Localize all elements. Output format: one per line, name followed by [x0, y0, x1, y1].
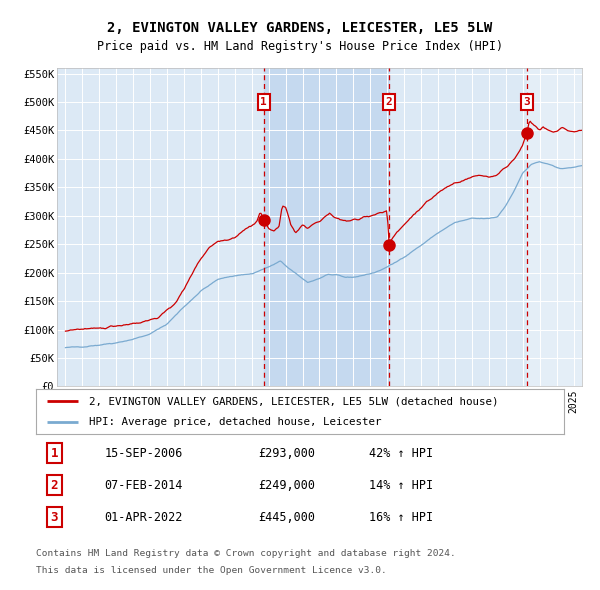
- Text: 1: 1: [51, 447, 58, 460]
- Text: 16% ↑ HPI: 16% ↑ HPI: [368, 511, 433, 524]
- Text: Contains HM Land Registry data © Crown copyright and database right 2024.: Contains HM Land Registry data © Crown c…: [36, 549, 456, 558]
- Text: £293,000: £293,000: [258, 447, 315, 460]
- Text: 2, EVINGTON VALLEY GARDENS, LEICESTER, LE5 5LW (detached house): 2, EVINGTON VALLEY GARDENS, LEICESTER, L…: [89, 396, 499, 407]
- Text: £249,000: £249,000: [258, 478, 315, 492]
- Text: HPI: Average price, detached house, Leicester: HPI: Average price, detached house, Leic…: [89, 417, 382, 427]
- Text: 14% ↑ HPI: 14% ↑ HPI: [368, 478, 433, 492]
- Text: 01-APR-2022: 01-APR-2022: [104, 511, 183, 524]
- Text: 15-SEP-2006: 15-SEP-2006: [104, 447, 183, 460]
- Text: 3: 3: [51, 511, 58, 524]
- Text: 3: 3: [524, 97, 530, 107]
- Text: 2: 2: [385, 97, 392, 107]
- Bar: [264, 68, 389, 386]
- Text: 1: 1: [260, 97, 267, 107]
- Text: Price paid vs. HM Land Registry's House Price Index (HPI): Price paid vs. HM Land Registry's House …: [97, 40, 503, 53]
- Text: £445,000: £445,000: [258, 511, 315, 524]
- Text: 2: 2: [51, 478, 58, 492]
- Text: 2, EVINGTON VALLEY GARDENS, LEICESTER, LE5 5LW: 2, EVINGTON VALLEY GARDENS, LEICESTER, L…: [107, 21, 493, 35]
- Text: 42% ↑ HPI: 42% ↑ HPI: [368, 447, 433, 460]
- Text: 07-FEB-2014: 07-FEB-2014: [104, 478, 183, 492]
- Text: This data is licensed under the Open Government Licence v3.0.: This data is licensed under the Open Gov…: [36, 566, 387, 575]
